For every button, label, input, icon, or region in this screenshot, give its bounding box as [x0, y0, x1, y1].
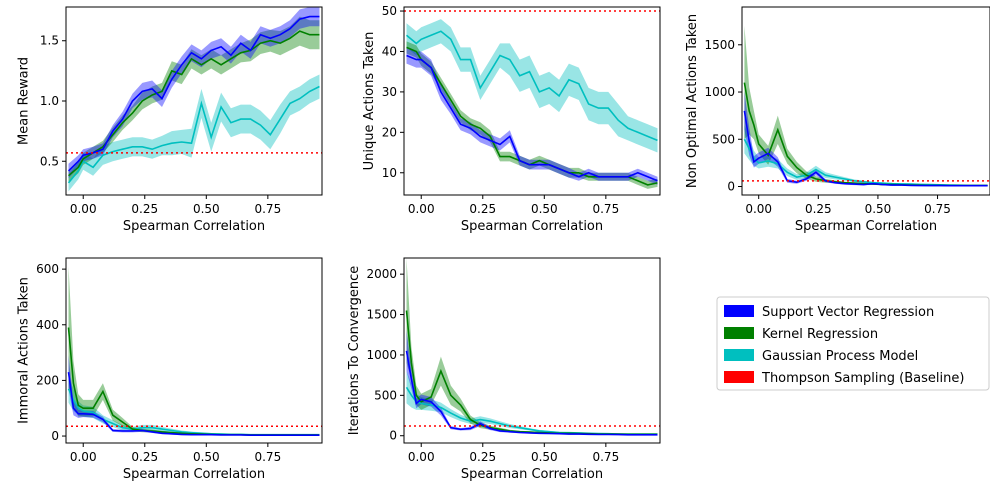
band-svr: [406, 47, 658, 185]
y-axis-label: Iterations To Convergence: [347, 266, 362, 436]
plot-area: [66, 7, 322, 192]
y-tick-label: 20: [382, 125, 397, 139]
legend-swatch-svr: [724, 305, 754, 317]
x-tick-label: 0.50: [531, 202, 558, 216]
x-tick-label: 0.75: [924, 202, 951, 216]
legend-swatch-gp: [724, 349, 754, 361]
legend-entry-svr: Support Vector Regression: [724, 305, 934, 320]
x-tick-label: 0.25: [469, 450, 496, 464]
legend: Support Vector Regression Kernel Regress…: [716, 296, 990, 391]
y-tick-label: 10: [382, 166, 397, 180]
y-tick-label: 0: [727, 179, 735, 193]
x-tick-label: 0.00: [70, 450, 97, 464]
x-tick-label: 0.50: [193, 450, 220, 464]
x-tick-label: 0.75: [592, 202, 619, 216]
y-tick-label: 40: [382, 44, 397, 58]
y-tick-label: 600: [36, 262, 59, 276]
x-tick-label: 0.00: [408, 450, 435, 464]
y-axis-label: Mean Reward: [17, 57, 32, 145]
y-tick-label: 1.0: [40, 94, 59, 108]
band-kr: [68, 266, 320, 436]
y-tick-label: 2000: [366, 267, 397, 281]
series-line-svr: [405, 350, 658, 436]
y-tick-label: 500: [712, 132, 735, 146]
plot-area: [66, 266, 322, 437]
chart-panel-2: 0.00 0.25 0.50 0.75 10 20 30 40 50 Spearman Corre…: [362, 4, 661, 234]
axes-frame: [403, 6, 661, 196]
y-tick-label: 400: [36, 318, 59, 332]
y-tick-label: 0: [51, 429, 59, 443]
plot-area: [404, 258, 660, 436]
legend-swatch-baseline: [724, 371, 754, 383]
x-axis-label: Spearman Correlation: [123, 467, 265, 482]
x-tick-label: 0.75: [254, 202, 281, 216]
x-axis-label: Spearman Correlation: [795, 219, 937, 234]
legend-frame: [716, 296, 990, 391]
axes-frame: [65, 257, 323, 444]
series-line-svr: [406, 54, 658, 182]
y-tick-label: 0.5: [40, 154, 59, 168]
x-axis-label: Spearman Correlation: [461, 467, 603, 482]
band-kr: [744, 25, 988, 187]
x-tick-label: 0.00: [745, 202, 772, 216]
y-tick-label: 1500: [366, 308, 397, 322]
series-line-svr: [67, 371, 320, 437]
plot-area: [404, 10, 660, 189]
y-tick-label: 200: [36, 373, 59, 387]
x-axis-label: Spearman Correlation: [123, 219, 265, 234]
legend-entry-gp: Gaussian Process Model: [724, 349, 918, 364]
series-line-svr: [743, 110, 988, 187]
legend-label-baseline: Thompson Sampling (Baseline): [761, 371, 964, 386]
y-axis-label: Non Optimal Actions Taken: [685, 14, 700, 188]
legend-label-gp: Gaussian Process Model: [762, 349, 918, 364]
legend-label-svr: Support Vector Regression: [762, 305, 934, 320]
y-axis-label: Immoral Actions Taken: [17, 277, 32, 424]
y-tick-label: 500: [374, 388, 397, 402]
y-tick-label: 0: [389, 429, 397, 443]
x-tick-label: 0.25: [805, 202, 832, 216]
legend-swatch-kr: [724, 327, 754, 339]
chart-panel-3: 0.00 0.25 0.50 0.75 0 500 1000 1500 Spearman Cor…: [685, 6, 990, 234]
x-tick-label: 0.25: [131, 450, 158, 464]
x-tick-label: 0.50: [193, 202, 220, 216]
x-tick-label: 0.75: [592, 450, 619, 464]
x-tick-label: 0.50: [865, 202, 892, 216]
x-axis-label: Spearman Correlation: [461, 219, 603, 234]
y-tick-label: 1000: [704, 85, 735, 99]
x-tick-label: 0.50: [531, 450, 558, 464]
x-tick-label: 0.75: [254, 450, 281, 464]
y-tick-label: 50: [382, 4, 397, 18]
chart-panel-5: 0.00 0.25 0.50 0.75 0 500 1000 1500 2000 Spearman…: [347, 257, 661, 482]
legend-label-kr: Kernel Regression: [762, 327, 878, 342]
legend-entry-baseline: Thompson Sampling (Baseline): [724, 371, 964, 386]
x-tick-label: 0.00: [408, 202, 435, 216]
band-gp: [406, 19, 658, 153]
series-line-gp: [405, 30, 658, 142]
axes-frame: [741, 6, 990, 196]
y-tick-label: 1000: [366, 348, 397, 362]
chart-panel-1: 0.00 0.25 0.50 0.75 0.5 1.0 1.5 Spearman Correl…: [17, 6, 323, 234]
y-tick-label: 30: [382, 85, 397, 99]
x-tick-label: 0.00: [70, 202, 97, 216]
plot-area: [742, 25, 990, 187]
band-kr: [406, 41, 658, 189]
series-line-gp: [67, 85, 320, 184]
axes-frame: [403, 257, 661, 444]
chart-panel-4: 0.00 0.25 0.50 0.75 0 200 400 600 Spearman Corre…: [17, 257, 323, 482]
y-tick-label: 1500: [704, 38, 735, 52]
legend-entry-kr: Kernel Regression: [724, 327, 878, 342]
y-tick-label: 1.5: [40, 34, 59, 48]
x-tick-label: 0.25: [469, 202, 496, 216]
series-line-svr: [67, 15, 320, 172]
y-axis-label: Unique Actions Taken: [362, 32, 377, 171]
band-kr: [68, 16, 320, 182]
x-tick-label: 0.25: [131, 202, 158, 216]
